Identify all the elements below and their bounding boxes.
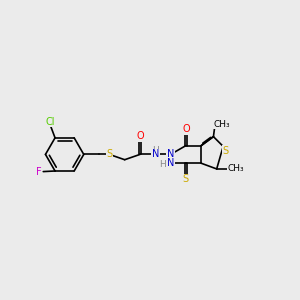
Text: N: N bbox=[152, 149, 159, 159]
Text: S: S bbox=[106, 149, 112, 159]
Text: N: N bbox=[167, 158, 174, 168]
Text: Cl: Cl bbox=[46, 117, 56, 127]
Text: O: O bbox=[182, 124, 190, 134]
Text: N: N bbox=[167, 149, 174, 159]
Text: CH₃: CH₃ bbox=[227, 164, 244, 173]
Text: H: H bbox=[159, 160, 166, 169]
Text: S: S bbox=[222, 146, 228, 155]
Text: H: H bbox=[152, 146, 159, 155]
Text: CH₃: CH₃ bbox=[213, 120, 230, 129]
Text: F: F bbox=[36, 167, 42, 177]
Text: S: S bbox=[183, 174, 189, 184]
Text: O: O bbox=[136, 131, 144, 142]
